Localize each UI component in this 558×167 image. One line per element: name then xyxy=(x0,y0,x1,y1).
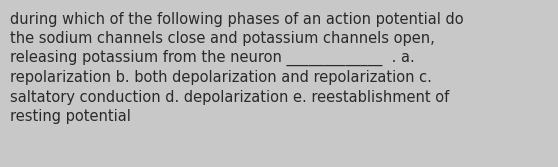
Text: during which of the following phases of an action potential do
the sodium channe: during which of the following phases of … xyxy=(10,12,464,124)
